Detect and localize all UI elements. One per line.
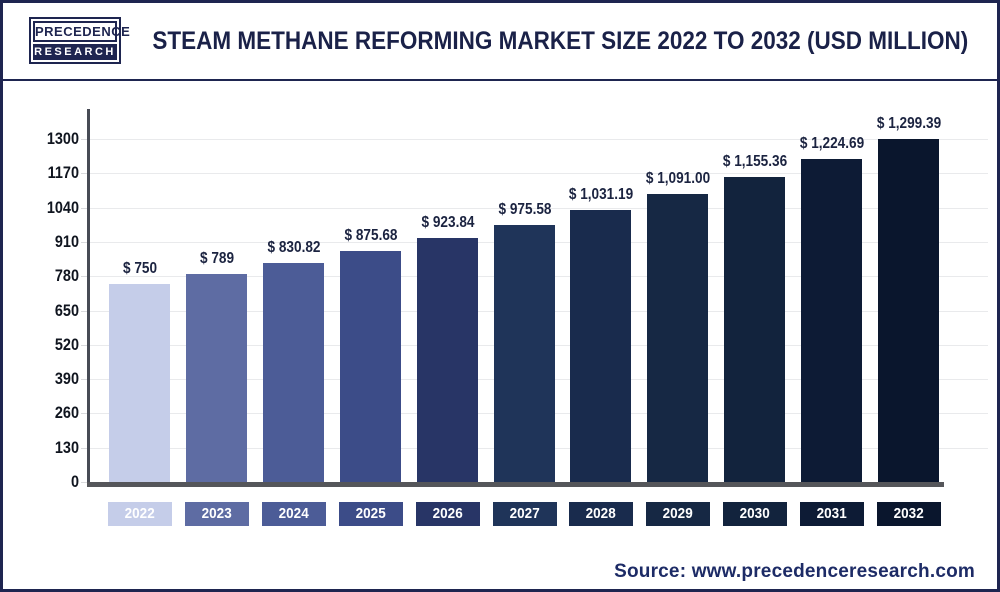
bar-value-label: $ 1,224.69 (799, 135, 864, 152)
bar-2026 (417, 238, 478, 482)
title-wrap: STEAM METHANE REFORMING MARKET SIZE 2022… (133, 3, 987, 79)
y-axis-tick (81, 379, 87, 380)
gridline (90, 139, 988, 140)
x-axis-label-text: 2023 (201, 505, 232, 522)
x-axis-label-text: 2032 (893, 505, 924, 522)
y-axis-label: 130 (54, 438, 79, 457)
bar-2027 (494, 225, 555, 482)
bar-value-label: $ 750 (122, 260, 157, 277)
x-axis-label-2031: 2031 (799, 502, 864, 526)
precedence-research-logo: PRECEDENCE RESEARCH (29, 17, 130, 64)
y-axis-tick (81, 413, 87, 414)
gridline (90, 208, 988, 209)
bar-value-label: $ 1,299.39 (876, 115, 941, 132)
x-axis-label-2029: 2029 (645, 502, 710, 526)
y-axis-tick (81, 242, 87, 243)
x-axis-label-text: 2030 (739, 505, 770, 522)
y-axis-tick (81, 311, 87, 312)
y-axis-tick (81, 482, 87, 483)
bar-value-label: $ 1,091.00 (645, 170, 710, 187)
x-axis-label-2026: 2026 (415, 502, 480, 526)
y-axis-label: 1170 (47, 163, 79, 182)
bar-2022 (109, 284, 170, 482)
bar-2032 (878, 139, 939, 482)
x-axis-label-text: 2022 (124, 505, 155, 522)
x-axis-label-2030: 2030 (722, 502, 787, 526)
x-axis-label-2022: 2022 (107, 502, 172, 526)
header: PRECEDENCE RESEARCH STEAM METHANE REFORM… (3, 3, 997, 81)
x-axis-label-text: 2024 (278, 505, 309, 522)
bar-2025 (340, 251, 401, 482)
x-axis-label-text: 2029 (662, 505, 693, 522)
x-axis-label-text: 2031 (816, 505, 847, 522)
x-axis-label-2025: 2025 (338, 502, 403, 526)
logo-precedence-text: PRECEDENCE (33, 21, 130, 42)
bar-2028 (570, 210, 631, 482)
bar-value-label: $ 875.68 (344, 227, 397, 244)
x-axis-label-2028: 2028 (568, 502, 633, 526)
source-text: Source: www.precedenceresearch.com (614, 561, 975, 582)
bar-value-label: $ 830.82 (267, 239, 320, 256)
y-axis-tick (81, 208, 87, 209)
x-axis-label-text: 2028 (585, 505, 616, 522)
y-axis-tick (81, 139, 87, 140)
x-axis-line (87, 482, 944, 487)
chart-title: STEAM METHANE REFORMING MARKET SIZE 2022… (152, 26, 968, 55)
y-axis-label: 390 (54, 369, 79, 388)
y-axis-label: 0 (70, 472, 79, 491)
y-axis-label: 780 (54, 266, 79, 285)
x-axis-label-2032: 2032 (876, 502, 941, 526)
bar-value-label: $ 789 (199, 250, 234, 267)
y-axis-label: 910 (54, 232, 79, 251)
y-axis-label: 1040 (46, 198, 79, 217)
x-axis-label-2024: 2024 (261, 502, 326, 526)
y-axis-tick (81, 276, 87, 277)
y-axis-label: 1300 (46, 129, 79, 148)
bar-2029 (647, 194, 708, 482)
bar-value-label: $ 1,155.36 (722, 153, 787, 170)
y-axis-label: 650 (54, 301, 79, 320)
bar-value-label: $ 975.58 (498, 201, 551, 218)
x-axis-label-2023: 2023 (184, 502, 249, 526)
gridline (90, 173, 988, 174)
y-axis-tick (81, 173, 87, 174)
y-axis-label: 260 (54, 403, 79, 422)
x-axis-label-text: 2027 (509, 505, 540, 522)
bar-2023 (186, 274, 247, 482)
y-axis-label: 520 (54, 335, 79, 354)
x-axis-label-text: 2025 (355, 505, 386, 522)
bar-2024 (263, 263, 324, 482)
bar-value-label: $ 1,031.19 (568, 186, 633, 203)
x-axis-label-2027: 2027 (492, 502, 557, 526)
logo-research-text: RESEARCH (33, 44, 117, 60)
x-axis-label-text: 2026 (432, 505, 463, 522)
y-axis-tick (81, 448, 87, 449)
y-axis-line (87, 109, 90, 487)
bar-2031 (801, 159, 862, 482)
y-axis-tick (81, 345, 87, 346)
bar-2030 (724, 177, 785, 482)
bar-value-label: $ 923.84 (421, 214, 474, 231)
